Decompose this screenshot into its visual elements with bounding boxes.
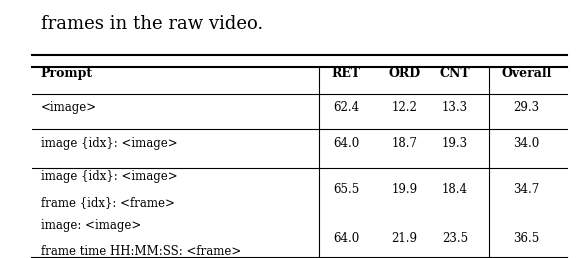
Text: 19.9: 19.9 [392, 183, 417, 196]
Text: 18.4: 18.4 [442, 183, 468, 196]
Text: 13.3: 13.3 [442, 101, 468, 114]
Text: frames in the raw video.: frames in the raw video. [41, 15, 263, 34]
Text: 12.2: 12.2 [392, 101, 417, 114]
Text: 29.3: 29.3 [514, 101, 540, 114]
Text: 36.5: 36.5 [513, 232, 540, 245]
Text: image {idx}: <image>: image {idx}: <image> [41, 170, 178, 183]
Text: image: <image>: image: <image> [41, 219, 141, 232]
Text: 18.7: 18.7 [392, 137, 417, 150]
Text: 62.4: 62.4 [333, 101, 359, 114]
Text: 64.0: 64.0 [333, 137, 360, 150]
Text: frame time HH:MM:SS: <frame>: frame time HH:MM:SS: <frame> [41, 245, 241, 258]
Text: 65.5: 65.5 [333, 183, 360, 196]
Text: 21.9: 21.9 [392, 232, 417, 245]
Text: 19.3: 19.3 [442, 137, 468, 150]
Text: RET: RET [332, 67, 361, 80]
Text: image {idx}: <image>: image {idx}: <image> [41, 137, 178, 150]
Text: 23.5: 23.5 [442, 232, 468, 245]
Text: ORD: ORD [388, 67, 421, 80]
Text: 64.0: 64.0 [333, 232, 360, 245]
Text: 34.7: 34.7 [513, 183, 540, 196]
Text: 34.0: 34.0 [513, 137, 540, 150]
Text: Overall: Overall [502, 67, 552, 80]
Text: frame {idx}: <frame>: frame {idx}: <frame> [41, 196, 175, 209]
Text: <image>: <image> [41, 101, 97, 114]
Text: CNT: CNT [440, 67, 470, 80]
Text: Prompt: Prompt [41, 67, 93, 80]
